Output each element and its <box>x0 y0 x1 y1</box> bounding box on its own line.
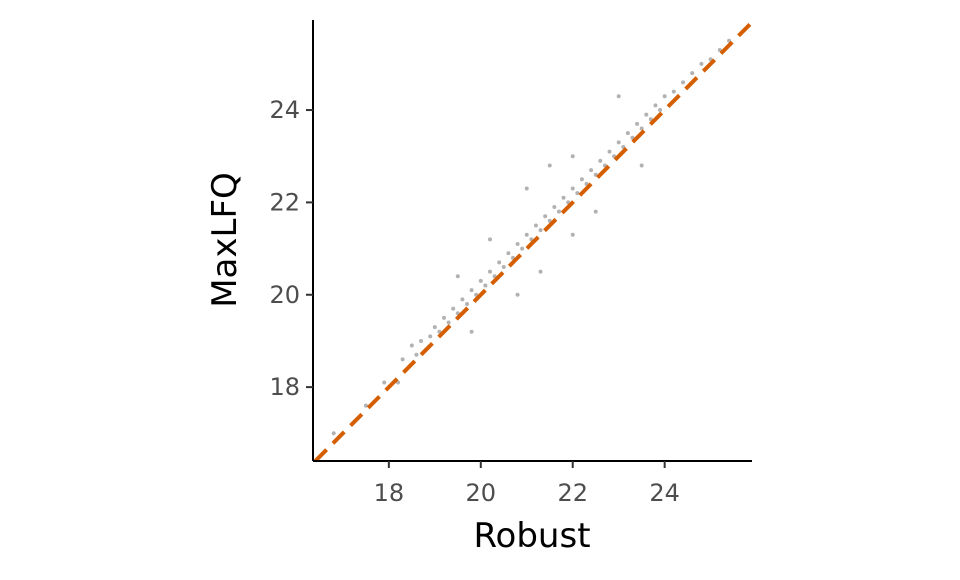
data-point-50 <box>616 140 621 145</box>
data-point-30 <box>524 232 529 237</box>
data-point-46 <box>598 158 603 163</box>
data-point-36 <box>552 205 557 210</box>
data-point-38 <box>561 195 566 200</box>
data-point-1 <box>363 403 368 408</box>
data-point-70 <box>570 154 575 159</box>
x-tick-label-18: 18 <box>374 479 405 507</box>
y-axis-title: MaxLFQ <box>205 172 245 308</box>
data-point-22 <box>487 269 492 274</box>
y-tick-label-20: 20 <box>269 281 300 309</box>
data-point-60 <box>662 94 667 99</box>
data-point-44 <box>589 168 594 173</box>
data-point-9 <box>428 334 433 339</box>
data-point-13 <box>446 320 451 325</box>
data-point-7 <box>419 338 424 343</box>
data-point-56 <box>644 112 649 117</box>
reference-line-layer <box>313 20 754 463</box>
data-point-12 <box>442 315 447 320</box>
data-point-59 <box>658 108 663 113</box>
data-point-54 <box>635 121 640 126</box>
data-point-63 <box>690 71 695 76</box>
data-point-69 <box>487 237 492 242</box>
data-point-26 <box>506 251 511 256</box>
data-point-21 <box>483 283 488 288</box>
data-point-32 <box>533 223 538 228</box>
data-point-18 <box>469 288 474 293</box>
data-point-14 <box>451 306 456 311</box>
y-tick-label-22: 22 <box>269 188 300 216</box>
data-point-17 <box>464 301 469 306</box>
y-tick-label-24: 24 <box>269 96 300 124</box>
data-point-79 <box>570 232 575 237</box>
x-tick-label-22: 22 <box>557 479 588 507</box>
data-point-61 <box>671 89 676 94</box>
data-point-76 <box>538 269 543 274</box>
data-point-37 <box>556 209 561 214</box>
x-tick-label-20: 20 <box>466 479 497 507</box>
data-point-52 <box>625 131 630 136</box>
data-point-0 <box>331 431 336 436</box>
x-axis-title: Robust <box>473 516 590 556</box>
data-point-42 <box>579 177 584 182</box>
data-point-62 <box>681 80 686 85</box>
y-tick-label-18: 18 <box>269 373 300 401</box>
data-point-40 <box>570 186 575 191</box>
data-point-72 <box>547 163 552 168</box>
data-point-34 <box>543 214 548 219</box>
data-point-74 <box>515 292 520 297</box>
x-tick-label-24: 24 <box>649 479 680 507</box>
ticks-layer: 18 20 22 24 18 20 22 24 <box>269 96 679 507</box>
identity-reference-line <box>313 20 754 463</box>
data-point-10 <box>432 325 437 330</box>
data-point-25 <box>501 265 506 270</box>
data-point-58 <box>653 103 658 108</box>
data-point-64 <box>699 61 704 66</box>
data-point-16 <box>460 297 465 302</box>
data-point-24 <box>497 260 502 265</box>
data-point-68 <box>524 186 529 191</box>
data-point-20 <box>478 278 483 283</box>
points-layer <box>331 38 732 436</box>
data-point-48 <box>607 149 612 154</box>
data-point-78 <box>469 329 474 334</box>
data-point-2 <box>382 380 387 385</box>
data-point-4 <box>400 357 405 362</box>
data-point-71 <box>455 274 460 279</box>
data-point-6 <box>414 352 419 357</box>
data-point-29 <box>520 246 525 251</box>
data-point-75 <box>593 209 598 214</box>
data-point-77 <box>639 163 644 168</box>
data-point-28 <box>515 241 520 246</box>
data-point-41 <box>575 191 580 196</box>
data-point-33 <box>538 228 543 233</box>
data-point-73 <box>616 94 621 99</box>
data-point-5 <box>409 343 414 348</box>
